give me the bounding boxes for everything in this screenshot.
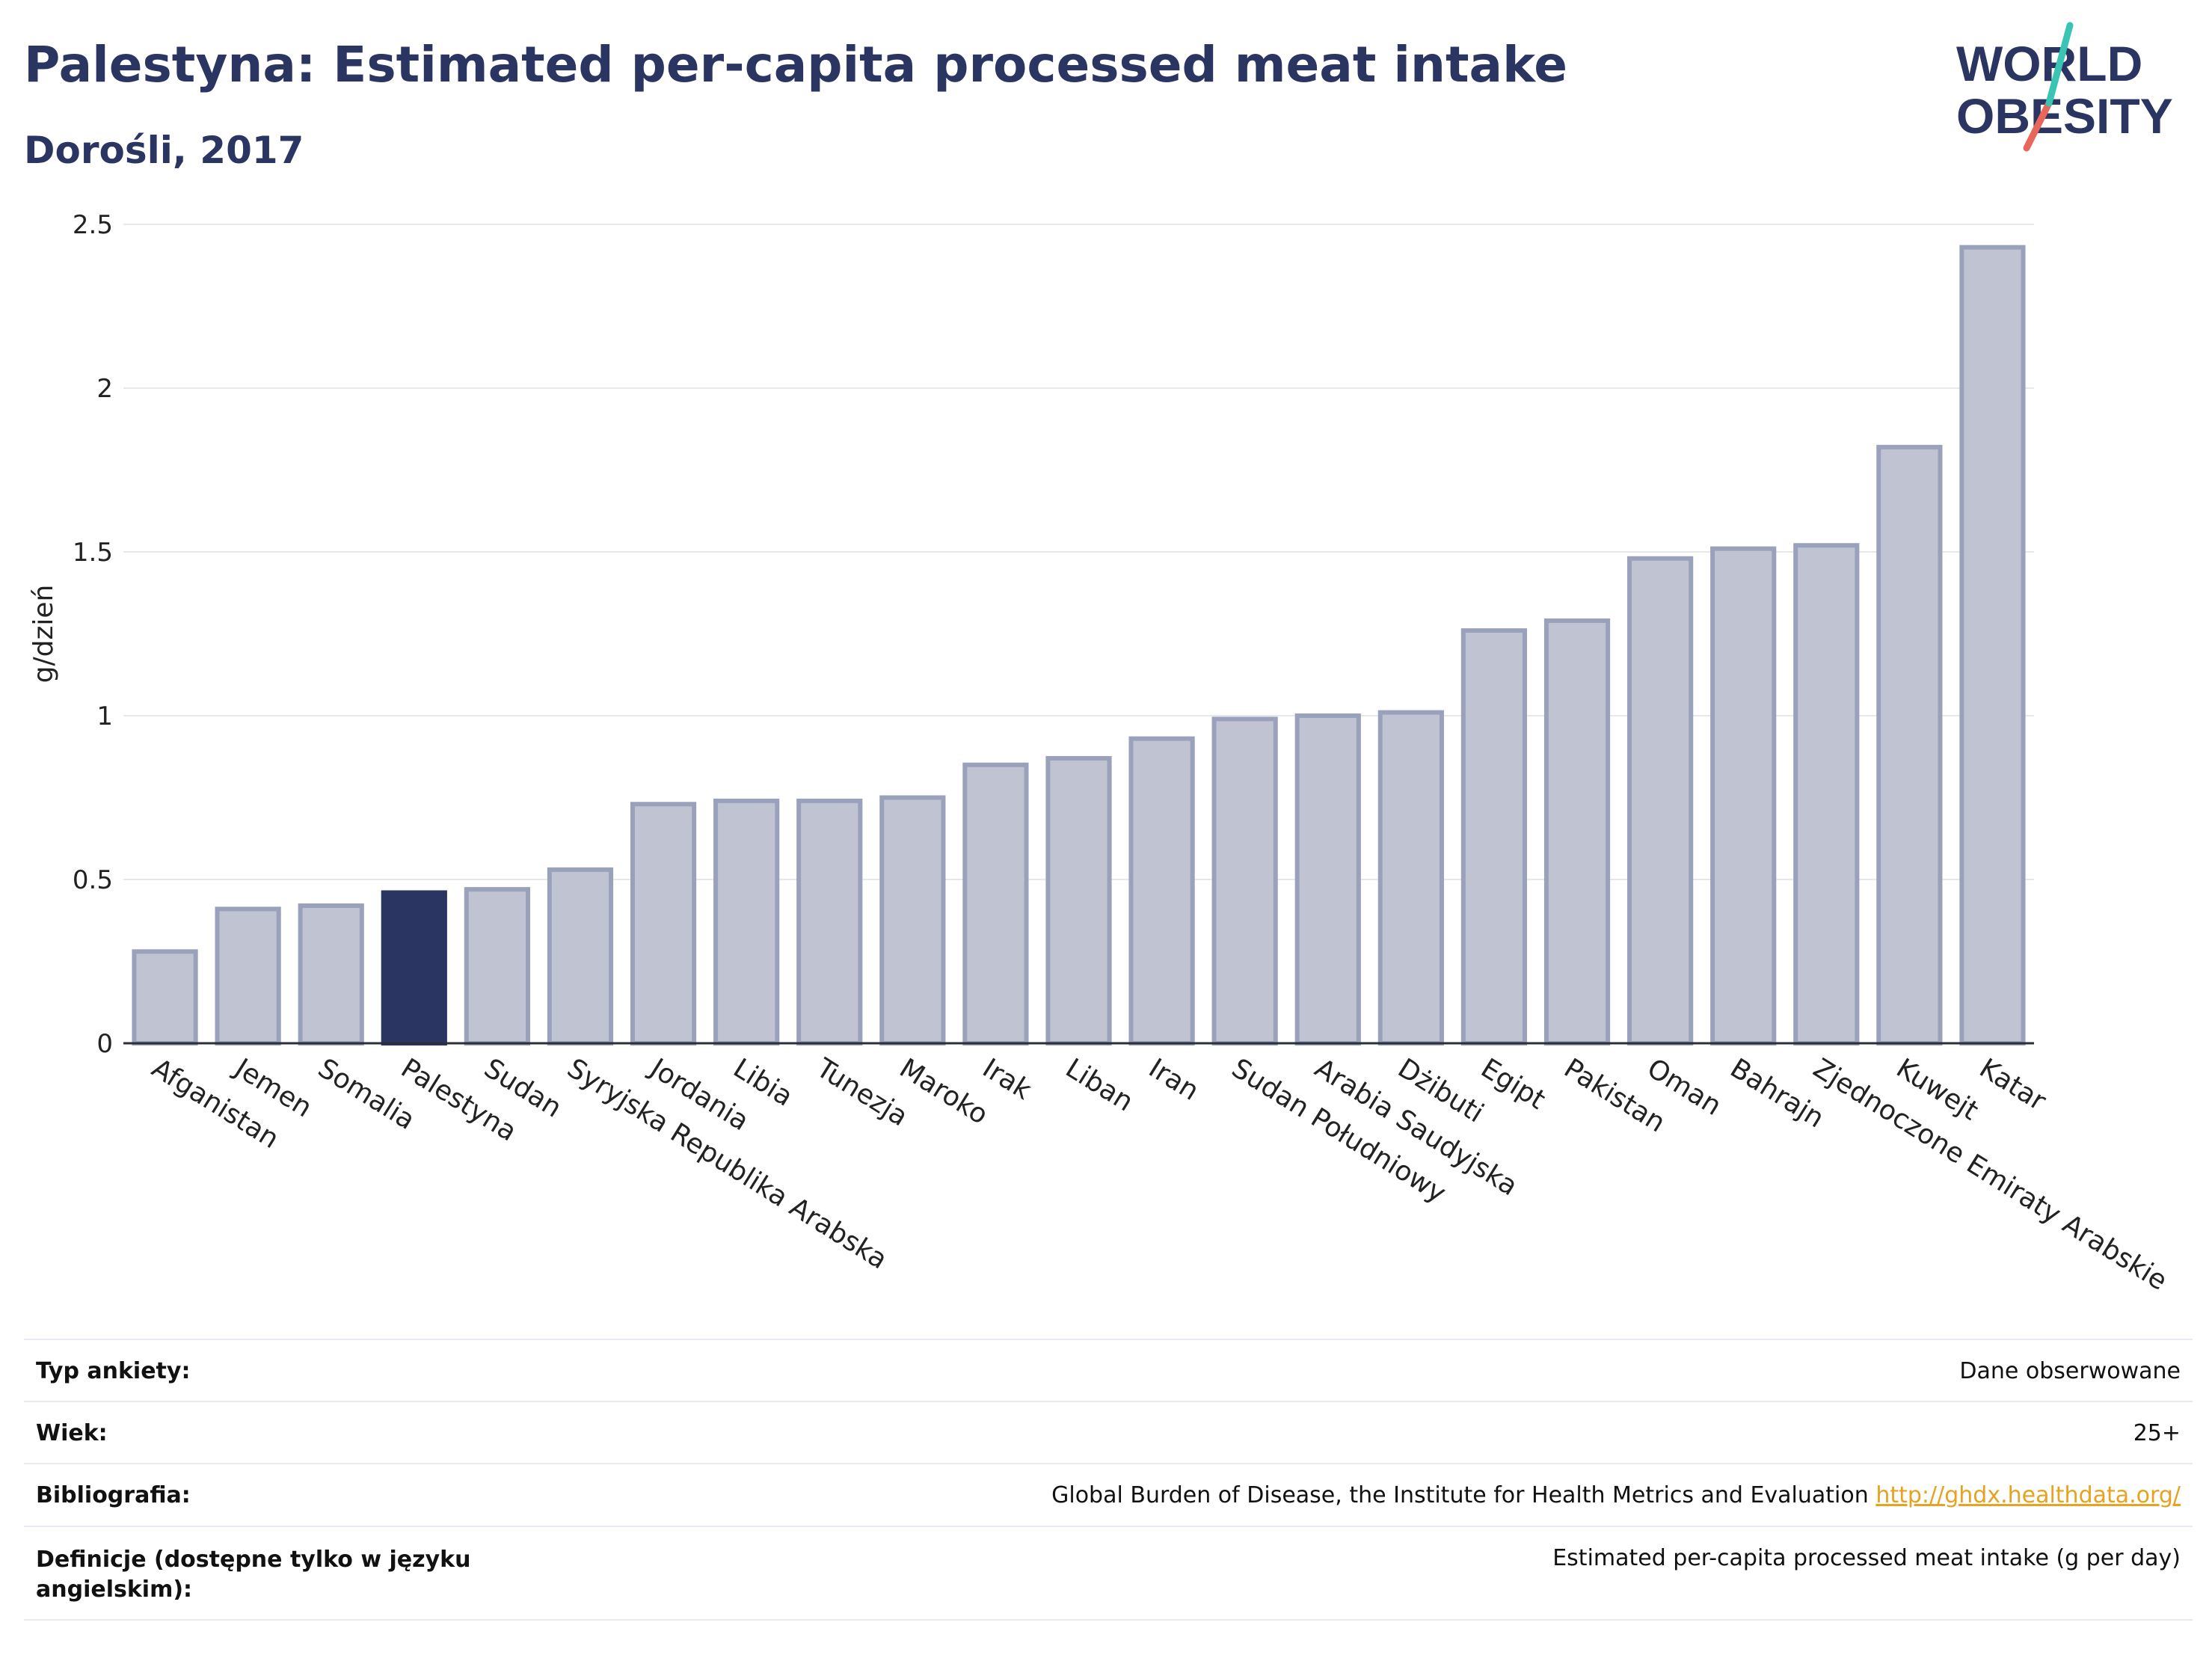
y-tick-label: 0	[96, 1029, 113, 1059]
logo-text-obesity: OBESITY	[1956, 88, 2173, 144]
bar-tunezja	[796, 798, 863, 1045]
bar-somalia	[298, 903, 364, 1046]
metadata-bottom-border	[24, 1619, 2193, 1621]
bar-afganistan	[132, 949, 198, 1045]
logo-slash-red	[2023, 99, 2053, 152]
x-tick-label: Zjednoczone Emiraty Arabskie	[1808, 1053, 2173, 1297]
bar-palestyna	[381, 890, 447, 1046]
bar-sudan-południowy	[1211, 716, 1278, 1045]
metadata-row: Definicje (dostępne tylko w języku angie…	[24, 1526, 2193, 1621]
bar-jordania	[630, 802, 697, 1045]
x-tick-label: Irak	[977, 1053, 1037, 1106]
metadata-label: Bibliografia:	[36, 1482, 191, 1508]
bar-syryjska-republika-arabska	[547, 867, 614, 1045]
bar-maroko	[879, 795, 946, 1045]
metadata-label: Definicje (dostępne tylko w języku angie…	[36, 1547, 471, 1603]
bar-katar	[1959, 245, 2026, 1045]
bar-sudan	[464, 887, 530, 1046]
y-tick-label: 2	[96, 374, 113, 404]
x-tick-label: Iran	[1143, 1053, 1204, 1107]
bar-jemen	[215, 906, 281, 1046]
bar-oman	[1627, 556, 1694, 1045]
logo-slash-teal	[2045, 22, 2074, 107]
y-axis-label: g/dzień	[28, 585, 59, 684]
y-tick-labels: 0 0.5 1 1.5 2 2.5	[73, 210, 113, 1059]
chart-subtitle: Dorośli, 2017	[24, 129, 304, 172]
bar-kuwejt	[1876, 444, 1943, 1045]
source-link[interactable]: http://ghdx.healthdata.org/	[1875, 1482, 2181, 1508]
bar-chart: 0 0.5 1 1.5 2 2.5 AfganistanJemenSomaliaPales…	[28, 210, 2172, 1297]
bar-pakistan	[1543, 618, 1611, 1045]
y-tick-label: 0.5	[73, 865, 113, 895]
y-tick-label: 1	[96, 701, 113, 731]
bar-arabia-saudyjska	[1294, 713, 1361, 1045]
metadata-value: 25+	[2133, 1420, 2181, 1446]
metadata-value: Estimated per-capita processed meat inta…	[1552, 1545, 2181, 1571]
x-tick-label: Katar	[1974, 1053, 2051, 1117]
bars	[132, 245, 2026, 1046]
x-tick-label: Tunezja	[811, 1052, 913, 1132]
metadata-row: Wiek: 25+	[24, 1401, 2193, 1464]
world-obesity-logo: WORLD OBESITY	[1956, 22, 2173, 152]
metadata-row: Bibliografia: Global Burden of Disease, t…	[24, 1463, 2193, 1527]
metadata-label: Typ ankiety:	[36, 1358, 191, 1384]
x-tick-labels: AfganistanJemenSomaliaPalestynaSudanSyry…	[147, 1052, 2172, 1297]
x-tick-label: Maroko	[894, 1053, 994, 1131]
chart-title: Palestyna: Estimated per-capita processe…	[24, 36, 1567, 93]
metadata-row: Typ ankiety: Dane obserwowane	[24, 1339, 2193, 1402]
bar-dżibuti	[1377, 710, 1444, 1045]
bar-irak	[962, 762, 1029, 1045]
bar-egipt	[1460, 628, 1528, 1045]
bar-zjednoczone-emiraty-arabskie	[1793, 543, 1860, 1045]
metadata-label: Wiek:	[36, 1420, 108, 1446]
y-tick-label: 2.5	[73, 210, 113, 240]
metadata-value: Global Burden of Disease, the Institute …	[1051, 1482, 2181, 1508]
y-tick-label: 1.5	[73, 538, 113, 568]
bar-bahrajn	[1710, 546, 1777, 1045]
logo-text-world: WORLD	[1956, 36, 2142, 91]
x-tick-label: Bahrajn	[1724, 1053, 1829, 1134]
x-tick-label: Liban	[1060, 1053, 1139, 1118]
bar-iran	[1128, 736, 1195, 1045]
bar-libia	[713, 798, 780, 1045]
bar-liban	[1045, 755, 1112, 1045]
metadata-value: Dane obserwowane	[1959, 1358, 2181, 1384]
